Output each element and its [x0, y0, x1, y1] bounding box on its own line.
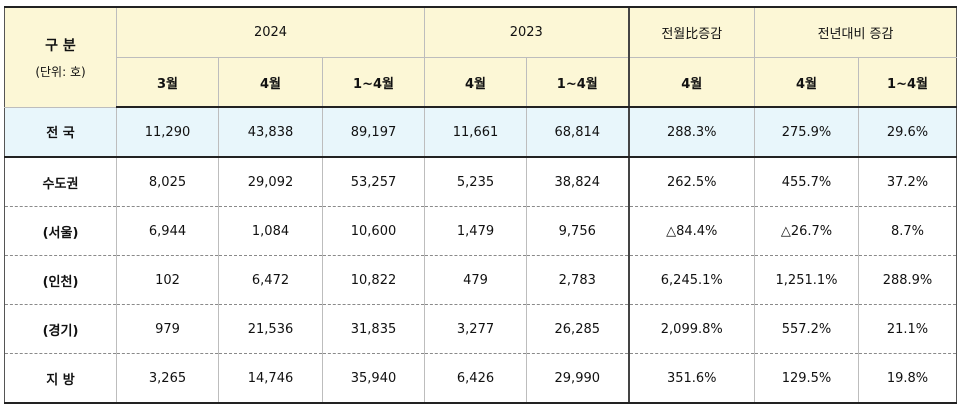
table-row: 수도권 8,025 29,092 53,257 5,235 38,824 262…	[4, 157, 958, 207]
subheader-2024-mar: 3월	[116, 57, 219, 108]
table-cell: 2,099.8%	[627, 304, 755, 354]
row-label: (경기)	[4, 304, 117, 354]
table-cell: 479	[424, 255, 527, 305]
table-cell: 288.3%	[627, 107, 755, 158]
group-header-yoy: 전년대비 증감	[754, 6, 958, 58]
table-cell: 11,661	[424, 107, 527, 158]
table-cell: 288.9%	[858, 255, 958, 305]
table-cell: 29,990	[526, 353, 629, 404]
table-cell: 31,835	[321, 304, 425, 354]
table-cell: 6,426	[424, 353, 527, 404]
row-label: (서울)	[4, 206, 117, 256]
table-cell: 8.7%	[858, 206, 958, 256]
table-cell: 29,092	[218, 157, 323, 207]
row-label: 수도권	[4, 157, 117, 207]
table-cell: △26.7%	[754, 206, 859, 256]
table-cell: 1,251.1%	[754, 255, 859, 305]
table-cell: 1,479	[424, 206, 527, 256]
category-label: 구 분	[45, 37, 76, 54]
table-row: (서울) 6,944 1,084 10,600 1,479 9,756 △84.…	[4, 206, 958, 256]
table-cell: 19.8%	[858, 353, 958, 404]
table-cell: 37.2%	[858, 157, 958, 207]
row-label: 지 방	[4, 353, 117, 404]
table-cell: 102	[116, 255, 219, 305]
table-cell: 3,265	[116, 353, 219, 404]
table-cell: 6,245.1%	[627, 255, 755, 305]
subheader-yoy-apr: 4월	[754, 57, 859, 108]
table-cell: 21.1%	[858, 304, 958, 354]
group-header-mom: 전월比증감	[627, 6, 755, 58]
subheader-yoy-jan-apr: 1~4월	[858, 57, 958, 108]
table-cell: 10,600	[321, 206, 425, 256]
table-cell: 275.9%	[754, 107, 859, 158]
unit-label: (단위: 호)	[35, 64, 86, 79]
table-cell: 26,285	[526, 304, 629, 354]
table-cell: 1,084	[218, 206, 323, 256]
table-row: (경기) 979 21,536 31,835 3,277 26,285 2,09…	[4, 304, 958, 354]
group-header-2023: 2023	[424, 6, 629, 58]
table-cell: 455.7%	[754, 157, 859, 207]
table-cell: 2,783	[526, 255, 629, 305]
table-cell: 979	[116, 304, 219, 354]
table-cell: 3,277	[424, 304, 527, 354]
table-cell: 21,536	[218, 304, 323, 354]
table-cell: 6,944	[116, 206, 219, 256]
table-cell: 38,824	[526, 157, 629, 207]
table-cell: 351.6%	[627, 353, 755, 404]
subheader-mom-apr: 4월	[627, 57, 755, 108]
table-cell: 129.5%	[754, 353, 859, 404]
group-header-2024: 2024	[115, 6, 425, 58]
row-label: (인천)	[4, 255, 117, 305]
table-cell: 557.2%	[754, 304, 859, 354]
table-cell: 5,235	[424, 157, 527, 207]
table-cell: 35,940	[321, 353, 425, 404]
table-cell: 6,472	[218, 255, 323, 305]
table-cell: 43,838	[218, 107, 323, 158]
table-row: 전 국 11,290 43,838 89,197 11,661 68,814 2…	[4, 107, 958, 158]
table-row: 지 방 3,265 14,746 35,940 6,426 29,990 351…	[4, 353, 958, 404]
subheader-2023-jan-apr: 1~4월	[526, 57, 629, 108]
table-cell: 9,756	[526, 206, 629, 256]
table-cell: 11,290	[116, 107, 219, 158]
table-cell: 53,257	[321, 157, 425, 207]
subheader-2024-apr: 4월	[218, 57, 323, 108]
subheader-2023-apr: 4월	[424, 57, 527, 108]
housing-stats-table: 구 분 (단위: 호) 2024 2023 전월比증감 전년대비 증감 3월 4…	[4, 6, 958, 404]
row-label: 전 국	[4, 107, 117, 158]
table-cell: 29.6%	[858, 107, 958, 158]
table-cell: 10,822	[321, 255, 425, 305]
table-cell: 68,814	[526, 107, 629, 158]
category-header: 구 분 (단위: 호)	[4, 6, 117, 108]
table-cell: 262.5%	[627, 157, 755, 207]
subheader-2024-jan-apr: 1~4월	[321, 57, 425, 108]
table-row: (인천) 102 6,472 10,822 479 2,783 6,245.1%…	[4, 255, 958, 305]
table-cell: △84.4%	[627, 206, 755, 256]
table-cell: 8,025	[116, 157, 219, 207]
table-cell: 89,197	[321, 107, 425, 158]
table-cell: 14,746	[218, 353, 323, 404]
